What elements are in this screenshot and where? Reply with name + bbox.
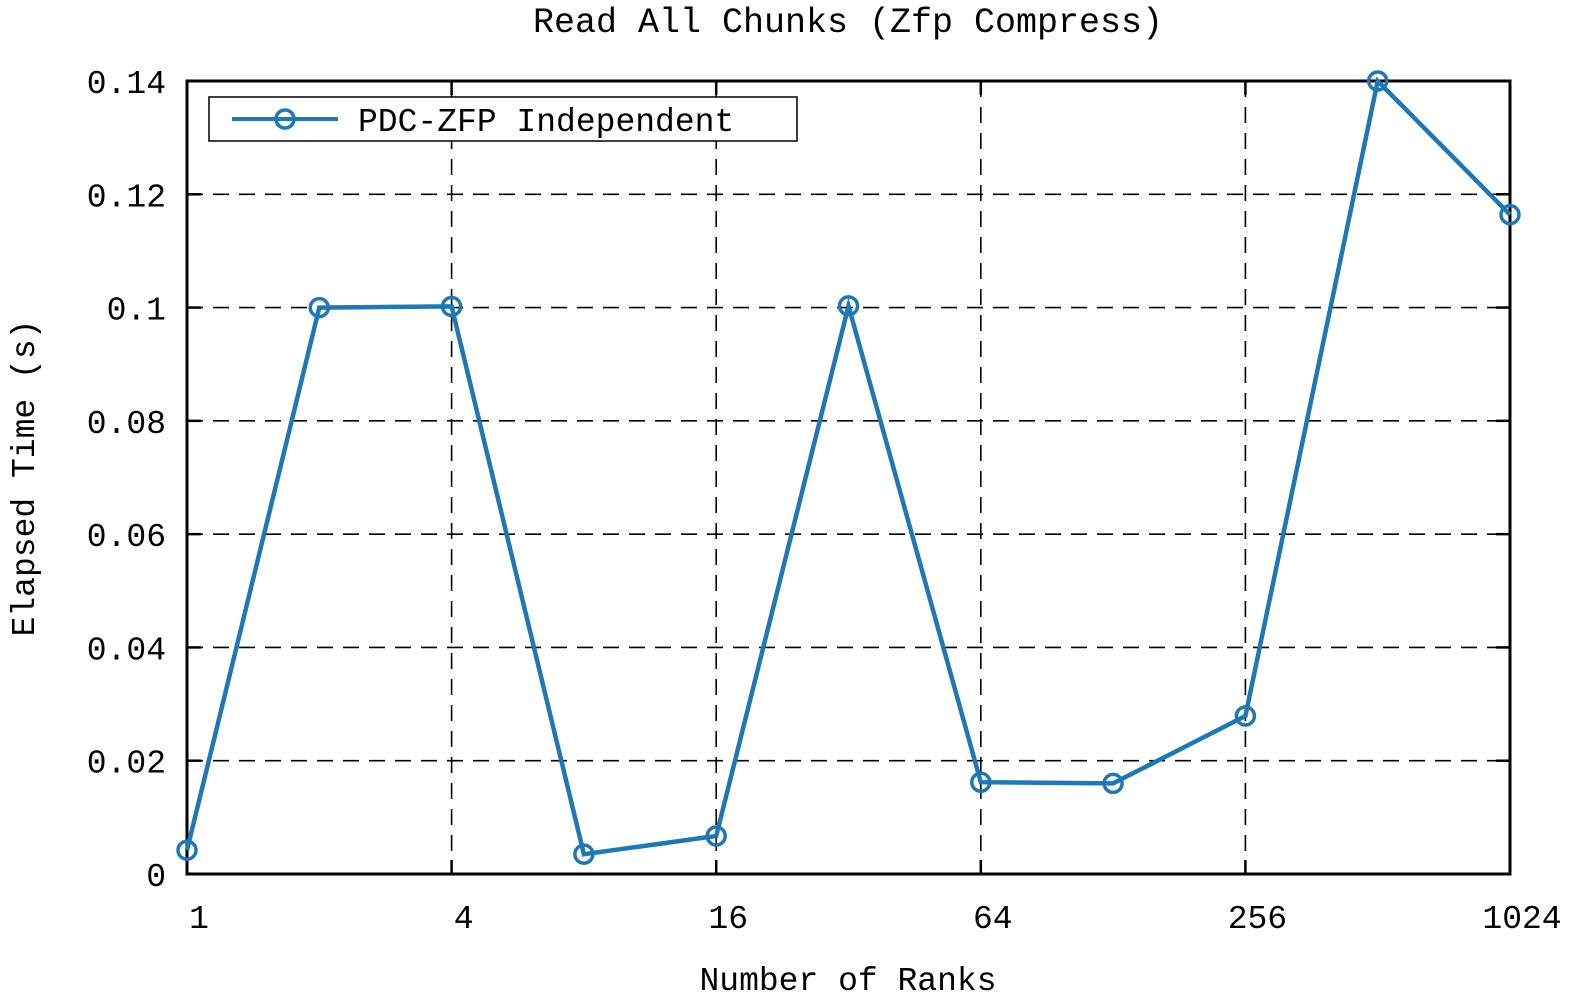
data-point xyxy=(1102,772,1124,795)
y-tick-label: 0 xyxy=(146,859,166,896)
x-tick-label: 4 xyxy=(454,901,474,938)
data-point xyxy=(705,825,727,847)
series-layer xyxy=(176,70,1521,865)
data-point xyxy=(1366,70,1389,92)
y-tick-label: 0.04 xyxy=(87,632,166,669)
x-tick-label: 1 xyxy=(189,901,209,938)
data-point xyxy=(1499,203,1521,226)
axis-ticks: 0 0.02 0.04 0.06 0.08 0.1 0.12 0.14 1 4 16 64 256 102… xyxy=(87,66,1562,938)
legend: PDC-ZFP Independent xyxy=(208,96,798,142)
x-tick-label: 256 xyxy=(1228,901,1287,938)
y-axis-label: Elapsed Time (s) xyxy=(7,320,44,637)
data-point xyxy=(176,839,198,861)
y-tick-label: 0.02 xyxy=(87,746,166,783)
x-tick-label: 1024 xyxy=(1482,901,1561,938)
y-tick-label: 0.06 xyxy=(87,519,166,556)
y-tick-label: 0.08 xyxy=(87,406,166,443)
legend-label: PDC-ZFP Independent xyxy=(358,104,734,141)
y-tick-label: 0.1 xyxy=(107,293,166,330)
x-tick-label: 64 xyxy=(973,901,1013,938)
data-point xyxy=(970,771,992,793)
chart-title: Read All Chunks (Zfp Compress) xyxy=(533,3,1163,43)
data-point xyxy=(440,295,463,318)
data-point xyxy=(308,296,331,319)
grid-lines xyxy=(187,81,1510,874)
data-point xyxy=(837,295,860,317)
data-point xyxy=(573,843,595,865)
plot-frame xyxy=(185,79,1512,876)
y-tick-label: 0.14 xyxy=(87,66,166,103)
y-tick-label: 0.12 xyxy=(87,179,166,216)
legend-marker xyxy=(274,108,296,130)
data-point xyxy=(1234,705,1257,727)
x-axis-label: Number of Ranks xyxy=(699,963,996,1000)
x-tick-label: 16 xyxy=(708,901,748,938)
series-line xyxy=(184,76,1512,857)
